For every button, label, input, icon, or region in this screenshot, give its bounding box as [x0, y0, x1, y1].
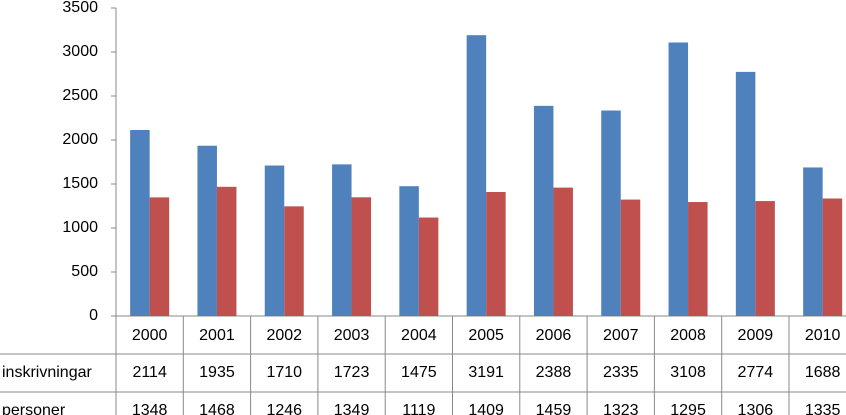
bar: [332, 164, 352, 316]
bar: [620, 199, 641, 316]
x-tick-label: 2005: [468, 327, 504, 344]
x-tick-label: 2001: [199, 327, 235, 344]
bar: [822, 198, 843, 316]
bar: [351, 197, 372, 316]
x-tick-label: 2009: [738, 327, 774, 344]
bar: [688, 202, 708, 316]
bar: [418, 217, 439, 316]
row-label: personer: [2, 402, 66, 415]
bar: [149, 197, 170, 316]
x-tick-label: 2002: [266, 327, 302, 344]
x-tick-label: 2008: [670, 327, 706, 344]
table-value: 1935: [199, 364, 235, 381]
x-tick-label: 2000: [132, 327, 168, 344]
bar: [130, 129, 150, 316]
table-value: 2114: [132, 364, 167, 381]
bar: [553, 187, 573, 316]
y-tick-label: 1500: [62, 175, 98, 192]
table-value: 1723: [334, 364, 370, 381]
bar: [466, 35, 487, 316]
bar: [735, 71, 756, 316]
x-tick-label: 2006: [536, 327, 572, 344]
table-value: 1409: [468, 402, 504, 415]
bar: [399, 186, 419, 316]
bar: [668, 42, 689, 316]
bar: [803, 167, 823, 316]
y-tick-label: 2500: [62, 87, 98, 104]
bar: [533, 105, 554, 316]
y-tick-label: 3500: [62, 0, 98, 16]
table-value: 1349: [334, 402, 370, 415]
table-value: 2335: [603, 364, 639, 381]
table-value: 1295: [670, 402, 706, 415]
y-tick-label: 1000: [62, 219, 98, 236]
bar: [216, 186, 237, 316]
table-value: 1475: [401, 364, 437, 381]
bar: [264, 165, 285, 316]
table-value: 1348: [132, 402, 168, 415]
y-tick-label: 3000: [62, 43, 98, 60]
table-value: 1246: [266, 402, 302, 415]
table-value: 2774: [738, 364, 774, 381]
table-value: 1323: [603, 402, 639, 415]
x-tick-label: 2003: [334, 327, 370, 344]
table-value: 3108: [670, 364, 706, 381]
table-value: 1688: [805, 364, 841, 381]
x-tick-label: 2010: [805, 327, 841, 344]
y-tick-label: 0: [89, 307, 98, 324]
table-value: 1468: [199, 402, 235, 415]
x-tick-label: 2004: [401, 327, 437, 344]
table-value: 1459: [536, 402, 572, 415]
bar: [284, 206, 304, 316]
table-value: 3191: [468, 364, 504, 381]
y-tick-label: 500: [71, 263, 98, 280]
table-value: 1119: [402, 402, 435, 415]
bar: [486, 192, 506, 316]
y-tick-label: 2000: [62, 131, 98, 148]
x-tick-label: 2007: [603, 327, 639, 344]
table-value: 1306: [738, 402, 774, 415]
bar: [755, 201, 775, 316]
table-value: 1710: [266, 364, 302, 381]
bar: [601, 110, 621, 317]
row-label: inskrivningar: [2, 364, 92, 381]
table-value: 1335: [805, 402, 841, 415]
table-value: 2388: [536, 364, 572, 381]
bar: [197, 145, 217, 316]
